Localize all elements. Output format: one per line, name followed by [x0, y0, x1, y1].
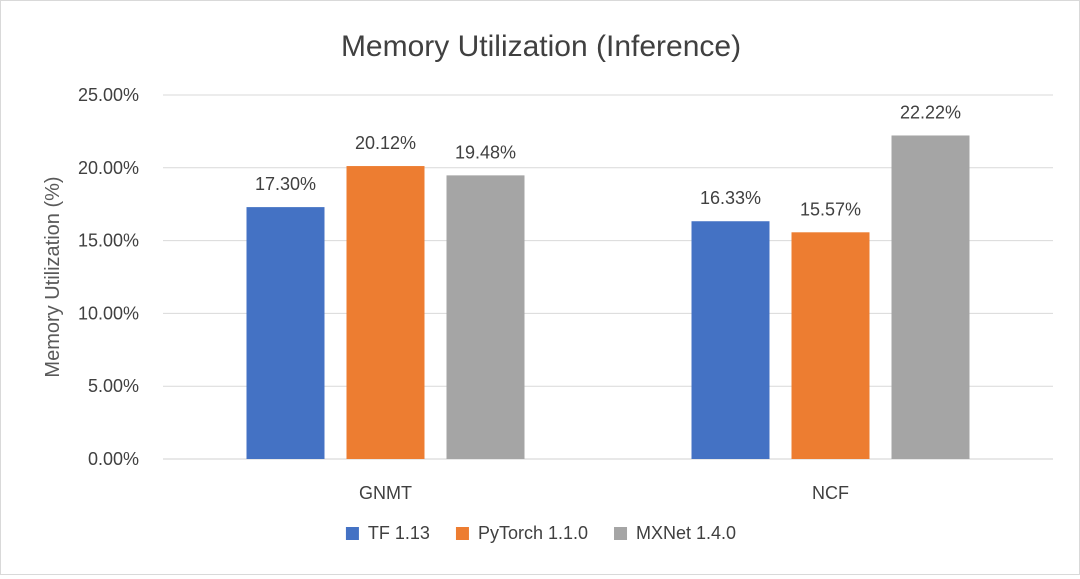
x-axis-categories: GNMT NCF [359, 483, 849, 503]
bar-mxnet-1-4-0-gnmt [446, 175, 525, 459]
legend-swatch [455, 527, 469, 540]
data-labels: 17.30% 20.12% 19.48% 16.33% 15.57% 22.22% [255, 102, 961, 219]
bar-tf-1-13-gnmt [246, 207, 325, 459]
legend-label: PyTorch 1.1.0 [478, 523, 588, 543]
legend-swatch [614, 527, 628, 540]
x-category-label: GNMT [359, 483, 412, 503]
y-axis-title: Memory Utilization (%) [42, 176, 64, 377]
y-tick-label: 25.00% [78, 85, 139, 105]
chart-title: Memory Utilization (Inference) [341, 30, 741, 63]
bar-pytorch-1-1-0-ncf [791, 232, 870, 459]
bar-mxnet-1-4-0-ncf [891, 135, 970, 459]
data-label: 17.30% [255, 174, 316, 194]
legend: TF 1.13 PyTorch 1.1.0 MXNet 1.4.0 [345, 523, 736, 543]
legend-label: TF 1.13 [368, 523, 430, 543]
data-label: 15.57% [800, 199, 861, 219]
legend-swatch [345, 527, 359, 540]
data-label: 19.48% [455, 142, 516, 162]
y-tick-label: 15.00% [78, 231, 139, 251]
bars [246, 135, 970, 459]
data-label: 16.33% [700, 188, 761, 208]
y-axis-ticks: 0.00% 5.00% 10.00% 15.00% 20.00% 25.00% [78, 85, 139, 469]
y-tick-label: 20.00% [78, 158, 139, 178]
data-label: 22.22% [900, 102, 961, 122]
y-tick-label: 0.00% [88, 449, 139, 469]
data-label: 20.12% [355, 133, 416, 153]
x-category-label: NCF [812, 483, 849, 503]
bar-tf-1-13-ncf [691, 221, 770, 459]
y-tick-label: 5.00% [88, 376, 139, 396]
y-tick-label: 10.00% [78, 303, 139, 323]
legend-label: MXNet 1.4.0 [636, 523, 736, 543]
bar-pytorch-1-1-0-gnmt [346, 166, 425, 459]
